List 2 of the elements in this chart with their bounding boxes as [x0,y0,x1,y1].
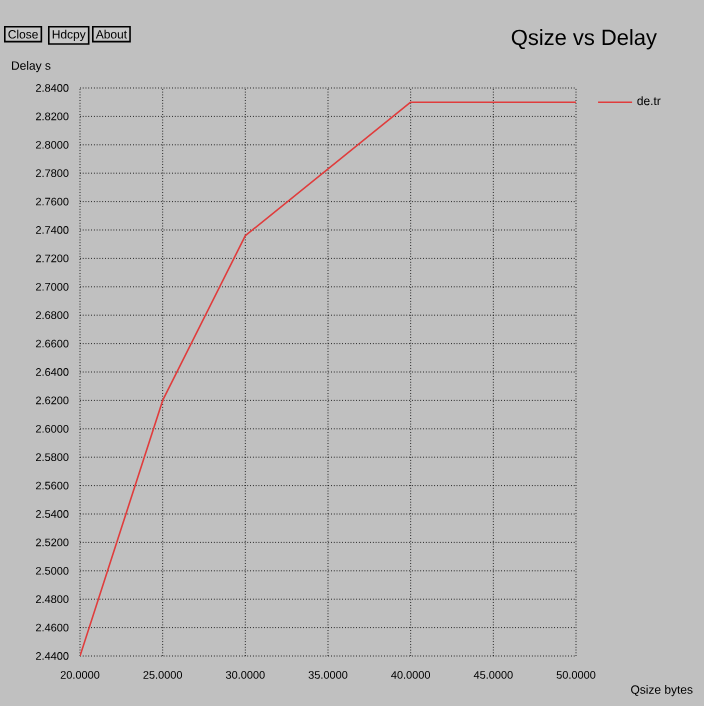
chart-title: Qsize vs Delay [511,29,657,50]
line-series [80,101,576,656]
